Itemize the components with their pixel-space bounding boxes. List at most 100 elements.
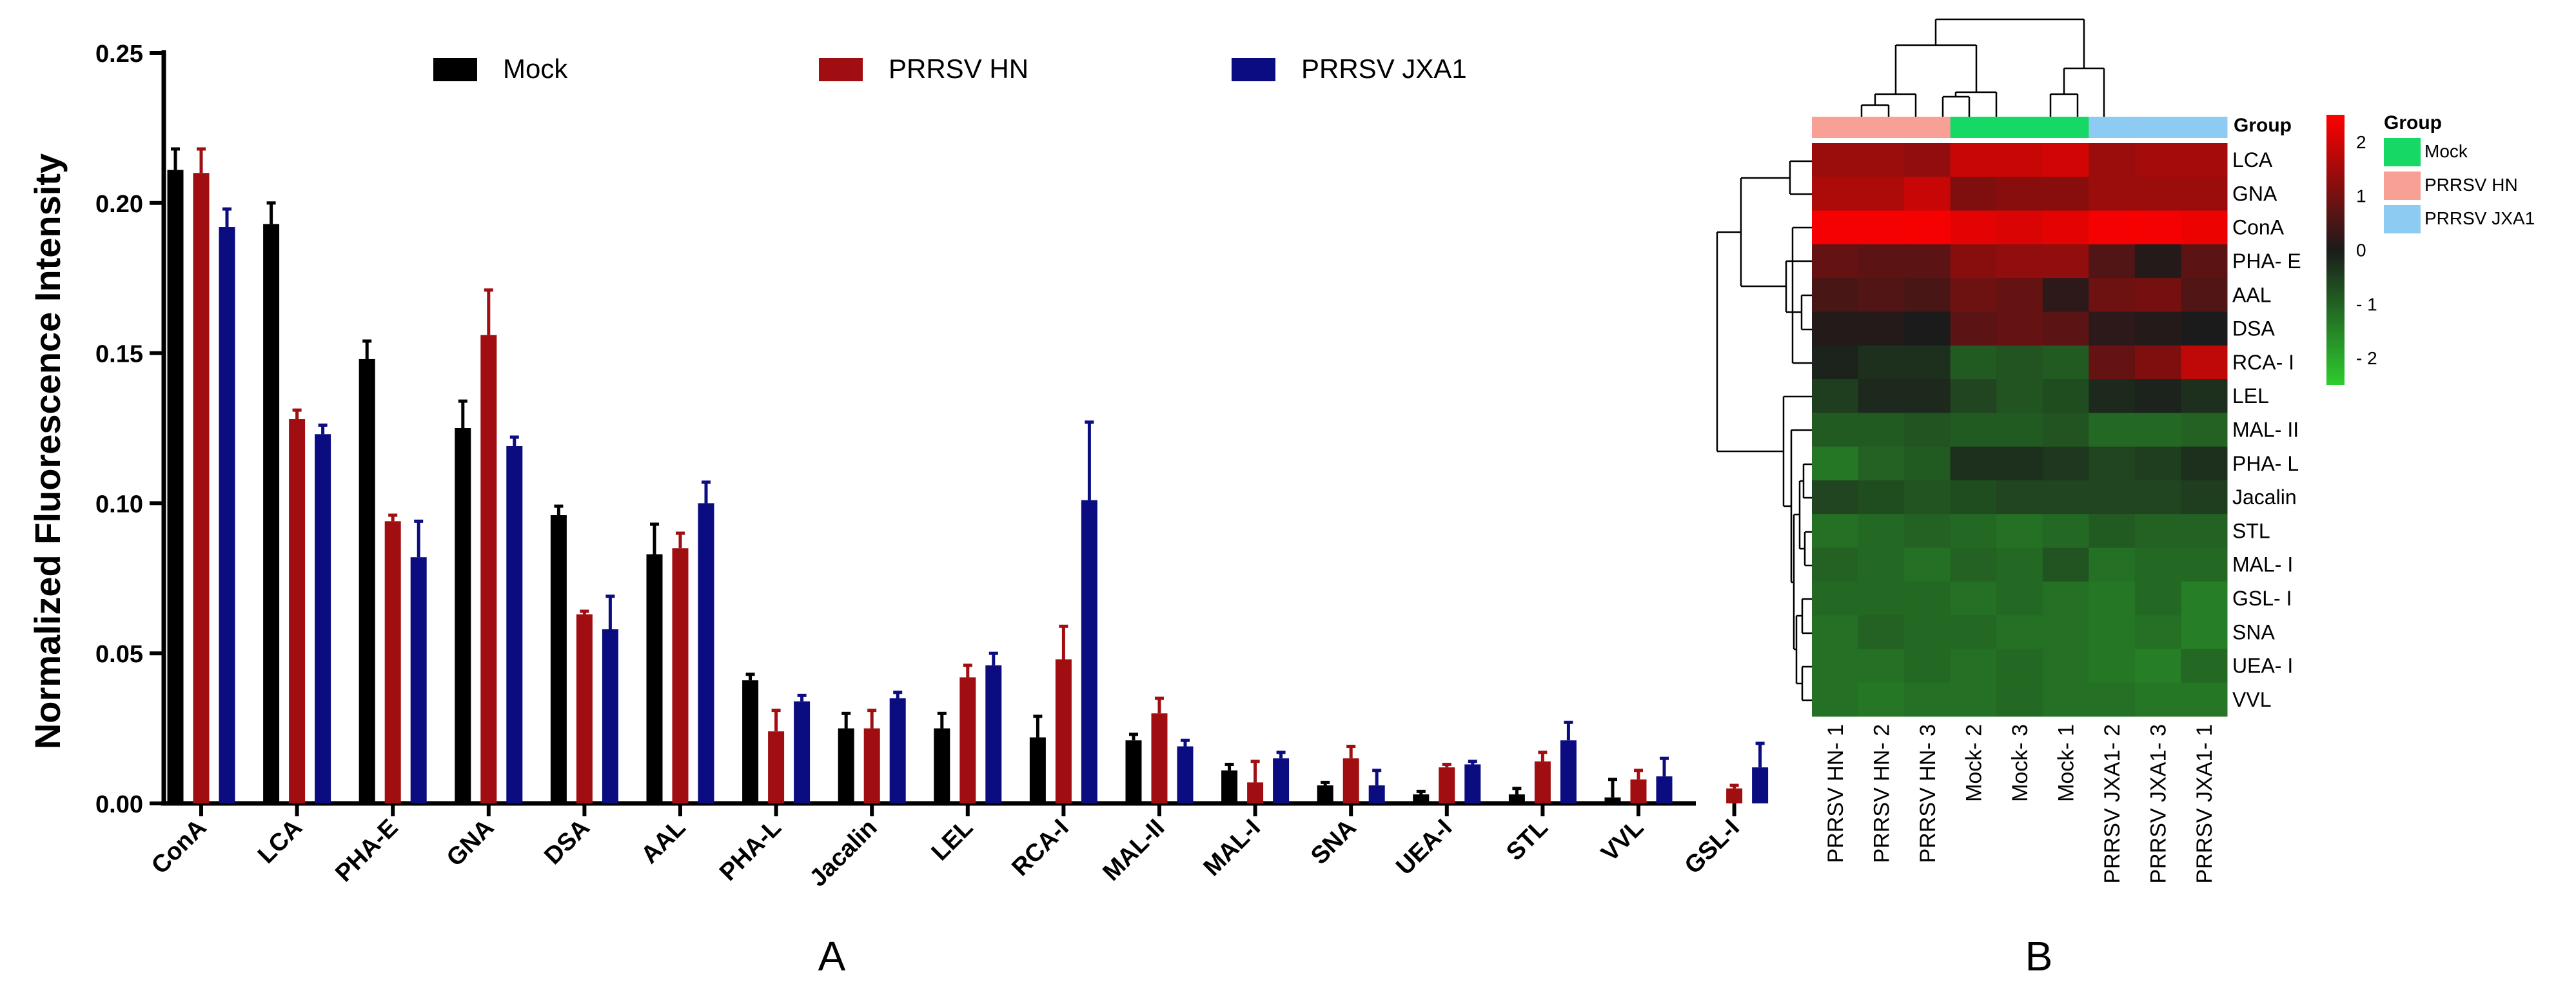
x-tick-label: SNA [1306,814,1361,870]
heatmap-cell-VVL [1904,682,1951,717]
bar-hn-ConA [193,173,210,803]
heatmap-cell-RCA-I [2042,345,2089,380]
heatmap-cell-SNA [1996,615,2043,649]
heatmap-cell-LEL [1812,379,1859,413]
heatmap-row-label: LEL [2232,384,2269,408]
x-tick-label: ConA [146,814,211,879]
heatmap-cell-LCA [1858,143,1905,177]
x-tick-label: LEL [927,814,978,866]
heatmap-cell-PHA-E [1904,244,1951,279]
bar-hn-SNA [1342,758,1359,803]
heatmap-cell-SNA [1812,615,1859,649]
heatmap-cell-MAL-I [1996,547,2043,582]
heatmap-cell-VVL [2042,682,2089,717]
heatmap-cell-MAL-II [1858,413,1905,447]
bar-axes: 0.00 0.05 0.10 0.15 0.20 0.25 [95,41,1736,818]
color-scale-tick-label: 1 [2356,186,2366,206]
color-scale-tick-label: 0 [2356,241,2366,260]
heatmap-cell-MAL-II [1904,413,1951,447]
heatmap-cell-UEA-I [1950,649,1997,683]
bar-jxa1-UEA-I [1464,764,1481,803]
heatmap-cell-ConA [2089,210,2136,245]
bar-mock-STL [1508,794,1525,803]
bar-mock-Jacalin [838,728,854,803]
group-bar-cell [1858,117,1905,138]
heatmap-cell-RCA-I [1858,345,1905,380]
bar-jxa1-LEL [985,665,1002,803]
heatmap-cell-Jacalin [2181,480,2228,515]
panel-label-a: A [818,933,846,979]
heatmap-cell-MAL-II [1996,413,2043,447]
group-bar-cell [2134,117,2181,138]
heatmap-cell-ConA [1812,210,1859,245]
legend-swatch-jxa1 [1232,58,1275,81]
bar-hn-Jacalin [863,728,880,803]
group-bar-cell [1996,117,2043,138]
heatmap-cell-MAL-I [2042,547,2089,582]
group-legend-label: PRRSV HN [2424,175,2518,195]
heatmap-cell-Jacalin [1950,480,1997,515]
row-dendrogram [1716,160,1812,702]
heatmap-cell-LEL [1858,379,1905,413]
bar-hn-PHA-L [768,731,785,803]
legend-label-mock: Mock [503,54,568,84]
bar-mock-VVL [1604,797,1621,803]
heatmap-cell-RCA-I [1904,345,1951,380]
heatmap-row-label: SNA [2232,620,2275,643]
heatmap-cell-UEA-I [1904,649,1951,683]
bar-hn-RCA-I [1055,659,1072,803]
heatmap-cell-UEA-I [2134,649,2181,683]
heatmap-cell-PHA-L [1812,446,1859,481]
heatmap-cell-LEL [2042,379,2089,413]
heatmap-cell-SNA [2134,615,2181,649]
heatmap-cell-GNA [2089,177,2136,211]
bar-jxa1-STL [1560,740,1577,803]
group-bar-cell [2089,117,2136,138]
color-scale-tick-label: - 2 [2356,348,2377,368]
bar-jxa1-PHA-L [794,701,811,803]
bar-marks [167,147,1769,804]
heatmap-cell-GNA [2181,177,2228,211]
heatmap-column-label: PRRSV HN- 1 [1824,724,1848,863]
heatmap-column-label: PRRSV JXA1- 3 [2147,724,2171,884]
heatmap-cell-STL [1858,514,1905,549]
heatmap-cell-LEL [1904,379,1951,413]
heatmap-cell-MAL-II [1812,413,1859,447]
heatmap-cell-GSL-I [1858,581,1905,616]
heatmap-cell-Jacalin [1996,480,2043,515]
heatmap-cell-PHA-L [2089,446,2136,481]
heatmap-cell-MAL-II [2181,413,2228,447]
heatmap-color-scale: 2 1 0 - 1 - 2 [2326,115,2377,385]
color-scale-tick-label: - 1 [2356,294,2377,314]
group-legend-swatch [2384,172,2421,200]
bar-mock-MAL-II [1125,740,1142,803]
heatmap-cell-ConA [1904,210,1951,245]
color-scale-bar [2326,115,2345,385]
bar-jxa1-VVL [1656,776,1673,803]
heatmap-column-label: PRRSV JXA1- 2 [2100,724,2125,884]
heatmap-cell-RCA-I [1996,345,2043,380]
bar-legend: Mock PRRSV HN PRRSV JXA1 [433,54,1467,84]
heatmap-cell-GSL-I [2181,581,2228,616]
heatmap-cell-AAL [1858,278,1905,312]
group-bar-cell [1812,117,1859,138]
heatmap-cell-PHA-L [2042,446,2089,481]
heatmap-cell-STL [2042,514,2089,549]
bar-jxa1-GNA [506,446,523,803]
heatmap-cell-Jacalin [2042,480,2089,515]
heatmap-cell-DSA [2089,311,2136,346]
bar-mock-UEA-I [1413,794,1430,803]
y-tick-label: 0.05 [95,641,143,668]
heatmap-cell-GNA [1904,177,1951,211]
heatmap-cell-GSL-I [1996,581,2043,616]
heatmap-cell-GNA [1858,177,1905,211]
heatmap-cell-VVL [2089,682,2136,717]
heatmap-row-label: MAL- II [2232,418,2299,442]
heatmap-cell-Jacalin [1812,480,1859,515]
heatmap-cell-LCA [2181,143,2228,177]
legend-swatch-hn [819,58,863,81]
heatmap-column-labels: PRRSV HN- 1 PRRSV HN- 2 PRRSV HN- 3 Mock- 2… [1824,724,2217,884]
heatmap-cell-ConA [1996,210,2043,245]
bar-jxa1-MAL-II [1177,746,1194,803]
